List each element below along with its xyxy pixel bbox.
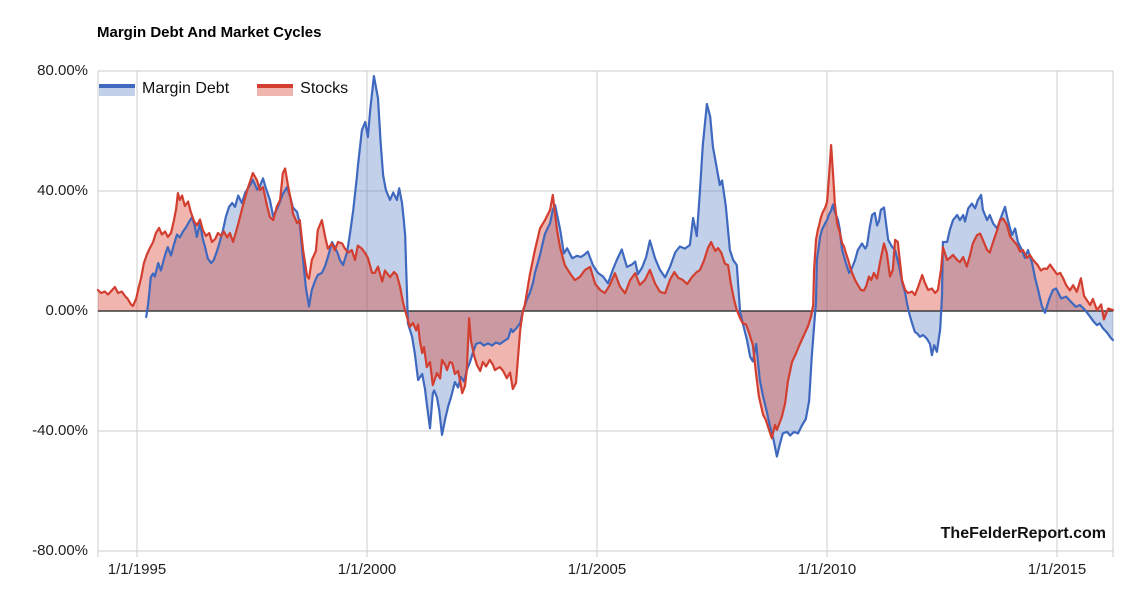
x-tick-label: 1/1/2000	[337, 561, 397, 578]
y-tick-label: -40.00%	[32, 422, 88, 439]
x-tick-label: 1/1/2015	[1027, 561, 1087, 578]
legend-swatch-icon	[257, 83, 294, 96]
area-stocks	[97, 145, 1113, 439]
legend-label: Margin Debt	[142, 80, 230, 97]
line-stocks	[96, 144, 1115, 440]
y-tick-label: 0.00%	[45, 302, 88, 319]
legend-item-stocks: Stocks	[257, 80, 348, 98]
y-tick-label: -80.00%	[32, 542, 88, 559]
legend-item-margin-debt: Margin Debt	[99, 80, 229, 98]
legend-swatch-icon	[99, 83, 135, 96]
x-tick-label: 1/1/2005	[567, 561, 627, 578]
legend-label: Stocks	[300, 80, 349, 97]
y-tick-label: 40.00%	[37, 182, 88, 199]
y-tick-label: 80.00%	[37, 62, 88, 79]
chart-title: Margin Debt And Market Cycles	[97, 24, 322, 41]
x-tick-label: 1/1/1995	[107, 561, 167, 578]
x-tick-label: 1/1/2010	[797, 561, 857, 578]
legend: Margin Debt Stocks	[99, 80, 348, 98]
watermark: TheFelderReport.com	[940, 525, 1106, 542]
